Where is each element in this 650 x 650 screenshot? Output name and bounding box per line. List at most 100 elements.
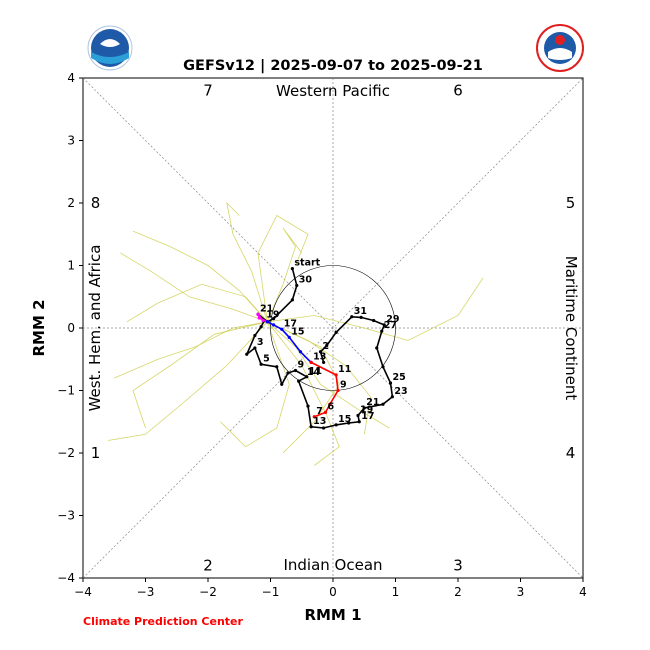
observed-point (295, 283, 299, 288)
ensemble-member-line (132, 321, 268, 429)
observed-point (272, 317, 276, 321)
forecast-week2-point (334, 373, 338, 377)
forecast-week1-point (265, 320, 269, 324)
y-tick-label: 3 (67, 134, 75, 148)
day-label: 31 (354, 306, 367, 317)
region-label-bottom: Indian Ocean (283, 556, 382, 574)
day-label: 11 (338, 364, 351, 375)
observed-point (245, 352, 249, 356)
ensemble-member-line (267, 321, 340, 454)
observed-point (259, 362, 263, 366)
x-tick-label: 1 (392, 585, 400, 599)
forecast-week1-point (298, 350, 303, 354)
unit-circle (270, 265, 396, 391)
day-label: 5 (263, 353, 270, 364)
day-label: 29 (386, 314, 399, 325)
ensemble-member-line (267, 321, 390, 429)
y-tick-label: 1 (67, 259, 75, 273)
forecast-week1-point (280, 327, 284, 331)
day-label: 25 (393, 372, 406, 383)
observed-point (297, 379, 301, 383)
observed-point (318, 350, 323, 354)
forecast-week2-point (328, 402, 332, 406)
forecast-week2-point (309, 360, 313, 364)
observed-point (334, 423, 338, 427)
observed-point (259, 325, 263, 329)
observed-point (375, 346, 379, 350)
day-label: 15 (338, 414, 351, 425)
ensemble-member-line (257, 214, 309, 322)
x-axis-ticks: −4 −3 −2 −1 0 1 2 3 4 (74, 578, 587, 599)
observed-point (334, 330, 338, 334)
forecast-week2-line (310, 361, 339, 418)
ensemble-member-line (126, 283, 268, 323)
day-label: start (294, 258, 320, 269)
observed-point (322, 360, 326, 364)
forecast-week1-point (272, 323, 276, 327)
nws-logo (536, 24, 584, 72)
observed-line (246, 268, 394, 429)
day-label: 27 (384, 320, 397, 331)
observed-point (381, 365, 385, 369)
day-label: 11 (309, 366, 322, 377)
observed-point (382, 323, 386, 327)
region-label-top: Western Pacific (276, 82, 390, 100)
day-label: 19 (266, 310, 279, 321)
day-label: 7 (316, 406, 323, 417)
day-label: 17 (284, 318, 297, 329)
ensemble-member-line (226, 201, 268, 322)
ensemble-member-line (267, 277, 484, 341)
chart-title: GEFSv12 | 2025-09-07 to 2025-09-21 (183, 58, 483, 74)
day-label: 30 (299, 275, 313, 286)
observed-point (388, 381, 393, 385)
observed-point (380, 329, 384, 333)
observed-point (286, 371, 290, 375)
forecast-week2-point (312, 415, 316, 419)
observed-point (381, 402, 385, 406)
y-tick-label: −3 (57, 509, 75, 523)
observed-point (305, 375, 309, 379)
y-tick-label: 4 (67, 71, 75, 85)
observed-point (350, 315, 354, 319)
day-label: 17 (361, 411, 374, 422)
observed-point (280, 382, 284, 386)
x-tick-label: 4 (579, 585, 587, 599)
x-tick-label: −3 (137, 585, 155, 599)
observed-point (356, 413, 360, 418)
observed-point (275, 365, 279, 369)
x-tick-label: 0 (329, 585, 337, 599)
forecast-week2-point (323, 410, 328, 414)
phase-label: 2 (203, 557, 213, 575)
recent-month-point (261, 318, 265, 323)
y-tick-label: 0 (67, 321, 75, 335)
observed-point (322, 426, 326, 430)
observed-track (245, 267, 394, 430)
phase-label: 1 (91, 444, 101, 462)
phase-divider-lines (82, 77, 584, 579)
ensemble-member-line (114, 321, 268, 379)
observed-point (347, 421, 351, 425)
observed-point (293, 368, 298, 373)
day-label: 9 (340, 380, 347, 391)
observed-point (290, 298, 294, 302)
phase-label: 7 (203, 82, 213, 100)
day-label: 2 (323, 341, 330, 352)
observed-point (359, 315, 363, 319)
day-label: 21 (260, 303, 273, 314)
day-label: 9 (298, 360, 305, 371)
region-label-right: Maritime Continent (562, 256, 580, 401)
x-tick-label: 3 (517, 585, 525, 599)
day-label: 13 (313, 351, 326, 362)
recent-month-point (256, 312, 260, 316)
observed-point (306, 404, 310, 408)
x-tick-label: 2 (454, 585, 462, 599)
day-label: 19 (360, 405, 373, 416)
y-tick-label: −1 (57, 384, 75, 398)
observed-point (390, 395, 394, 399)
forecast-week2-point (336, 388, 340, 393)
phase-label: 6 (453, 82, 463, 100)
observed-point (325, 343, 329, 348)
